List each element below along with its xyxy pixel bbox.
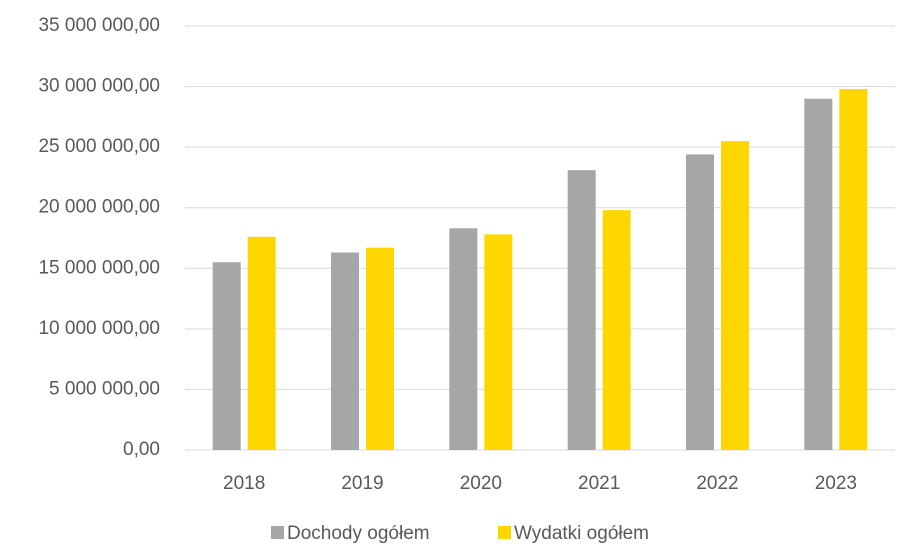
x-tick-label: 2019 xyxy=(341,473,383,494)
y-tick-label: 25 000 000,00 xyxy=(38,136,160,157)
bar xyxy=(366,247,394,450)
bar xyxy=(484,234,513,450)
x-tick-label: 2022 xyxy=(696,473,738,494)
x-tick-label: 2020 xyxy=(460,473,502,494)
y-tick-label: 35 000 000,00 xyxy=(38,15,160,36)
bar xyxy=(331,252,359,450)
legend-swatch xyxy=(498,526,511,539)
bar xyxy=(804,98,833,450)
bar xyxy=(567,170,596,450)
y-tick-label: 10 000 000,00 xyxy=(38,318,160,339)
x-tick-label: 2018 xyxy=(223,473,265,494)
bar xyxy=(839,88,868,450)
y-tick-label: 30 000 000,00 xyxy=(38,76,160,97)
bar xyxy=(602,210,631,450)
legend-label: Wydatki ogółem xyxy=(514,523,649,544)
bar xyxy=(247,236,276,450)
y-tick-label: 20 000 000,00 xyxy=(38,197,160,218)
y-tick-label: 5 000 000,00 xyxy=(49,378,160,399)
bar xyxy=(721,141,749,451)
y-tick-label: 15 000 000,00 xyxy=(38,257,160,278)
bar xyxy=(449,228,478,450)
legend-swatch xyxy=(271,526,284,539)
x-tick-label: 2021 xyxy=(578,473,620,494)
bar xyxy=(686,154,714,450)
legend-label: Dochody ogółem xyxy=(287,523,430,544)
y-tick-label: 0,00 xyxy=(123,439,160,460)
x-tick-label: 2023 xyxy=(815,473,857,494)
bar xyxy=(212,262,241,450)
